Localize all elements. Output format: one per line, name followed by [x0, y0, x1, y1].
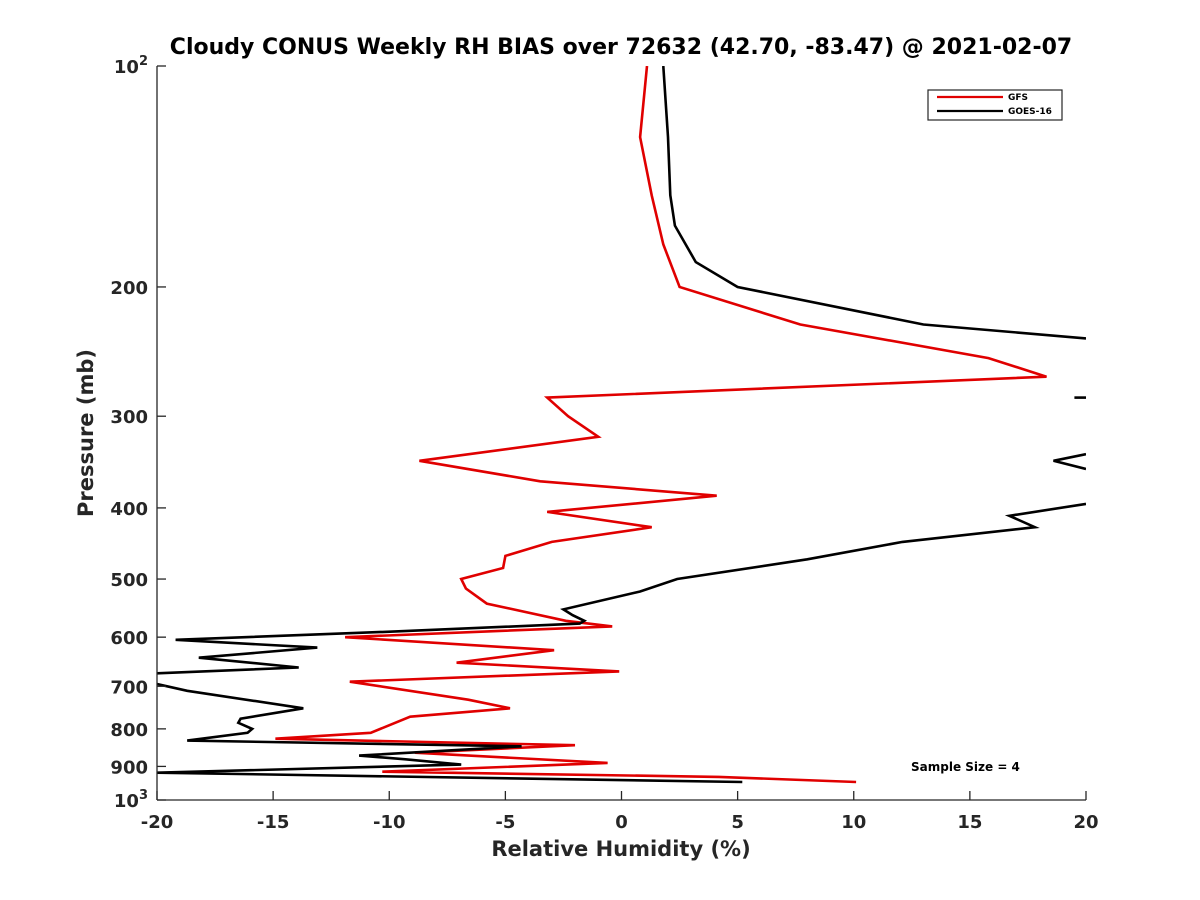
x-axis-ticks: -20 -15 -10 -5 0 5 10 15 20: [141, 791, 1099, 833]
series-line-goes-16-segment-5: [157, 682, 743, 784]
y-tick-label: 200: [110, 278, 148, 299]
y-tick-label: 500: [110, 570, 148, 591]
x-tick-label: -10: [373, 812, 406, 833]
series-line-goes-16-segment-4: [157, 502, 1086, 675]
sample-size-annotation: Sample Size = 4: [911, 760, 1020, 774]
series-line-goes-16-segment-3: [1053, 452, 1086, 471]
y-axis-ticks: 102 200 300 400 500 600 700 800 900 103: [110, 54, 166, 812]
x-tick-label: -5: [495, 812, 515, 833]
y-tick-label: 900: [110, 757, 148, 778]
y-tick-label: 700: [110, 677, 148, 698]
chart-title: Cloudy CONUS Weekly RH BIAS over 72632 (…: [170, 35, 1072, 60]
x-tick-label: -20: [141, 812, 174, 833]
y-tick-label: 103: [114, 788, 148, 812]
series-line-gfs: [275, 66, 1047, 784]
x-tick-label: 10: [841, 812, 866, 833]
x-tick-label: 15: [957, 812, 982, 833]
legend-box: [927, 89, 1063, 121]
y-axis-label: Pressure (mb): [74, 349, 98, 517]
series-line-goes-16-segment-1: [662, 66, 1086, 340]
y-tick-label: 102: [114, 54, 148, 78]
x-tick-label: 5: [731, 812, 744, 833]
y-tick-label: 400: [110, 499, 148, 520]
legend-label-goes16: GOES-16: [1008, 107, 1052, 117]
x-tick-label: 20: [1073, 812, 1098, 833]
x-axis-label: Relative Humidity (%): [491, 837, 750, 861]
series-lines: [157, 66, 1086, 784]
y-tick-label: 300: [110, 407, 148, 428]
y-tick-label: 800: [110, 720, 148, 741]
legend-label-gfs: GFS: [1008, 93, 1028, 103]
legend: GFS GOES-16: [927, 89, 1063, 121]
x-tick-label: 0: [615, 812, 628, 833]
plot-area: [156, 66, 1086, 801]
x-tick-label: -15: [257, 812, 290, 833]
y-tick-label: 600: [110, 628, 148, 649]
